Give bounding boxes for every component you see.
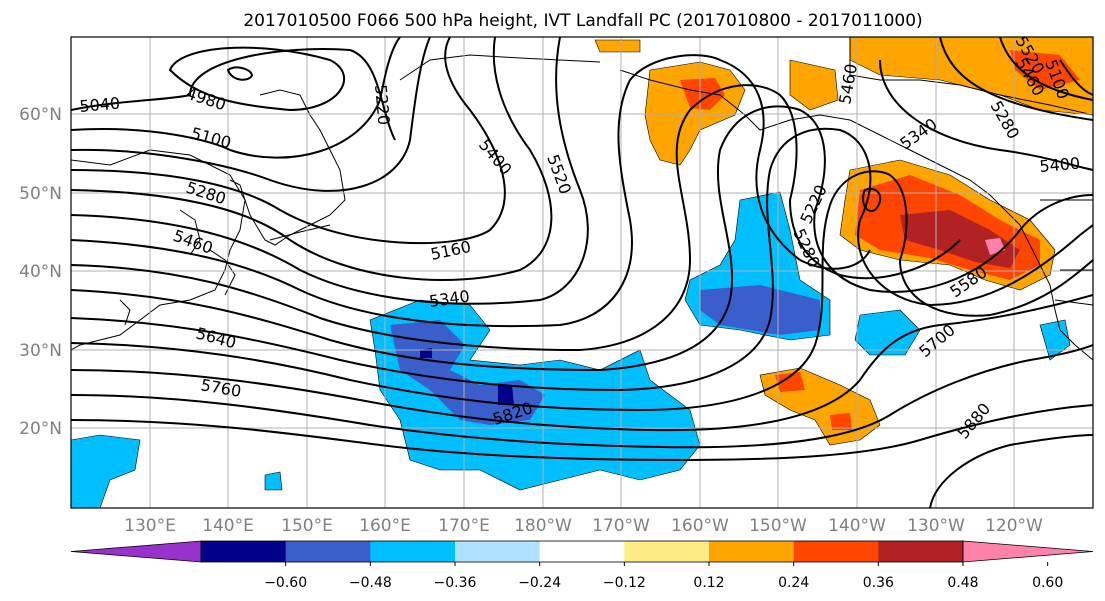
colorbar-segment — [201, 541, 287, 562]
contour-label: 5040 — [79, 94, 121, 116]
contour-5040 — [71, 48, 396, 141]
lon-label: 150°E — [281, 516, 333, 536]
contour-5100 — [71, 37, 401, 159]
colorbar-outline — [200, 540, 964, 563]
colorbar-tick-label: −0.36 — [434, 575, 477, 591]
colorbar-segment — [709, 541, 795, 562]
contour-5160 — [71, 37, 506, 245]
lon-label: 130°E — [124, 516, 176, 536]
lon-label: 170°W — [592, 516, 650, 536]
colorbar-tick-label: 0.24 — [778, 575, 809, 591]
map-area: 4980 5040 5100 5100 5160 5220 5220 5280 … — [71, 37, 1093, 508]
negative-ivt-regions — [71, 191, 1071, 508]
colorbar-tick-label: 0.48 — [947, 575, 978, 591]
latitude-labels: 60°N 50°N 40°N 30°N 20°N — [19, 105, 62, 439]
lon-label: 140°E — [202, 516, 254, 536]
colorbar-tick-label: −0.60 — [264, 575, 307, 591]
contour-label: 5400 — [1039, 154, 1081, 176]
lon-label: 160°W — [671, 516, 729, 536]
lon-label: 150°W — [749, 516, 807, 536]
contour-4980 — [168, 46, 346, 112]
lat-label-50n: 50°N — [19, 184, 62, 204]
lon-label: 140°W — [828, 516, 886, 536]
longitude-labels: 130°E 140°E 150°E 160°E 170°E 180°W 170°… — [124, 516, 1043, 536]
colorbar-segment — [455, 541, 541, 562]
colorbar-segment — [539, 541, 625, 562]
contour-label: 5220 — [371, 84, 393, 126]
colorbar-tick-label: 0.12 — [693, 575, 724, 591]
colorbar-segment — [370, 541, 456, 562]
colorbar-extend-max — [962, 540, 1094, 563]
lat-label-20n: 20°N — [19, 419, 62, 439]
colorbar — [70, 540, 1094, 563]
lon-label: 160°E — [359, 516, 411, 536]
lon-label: 130°W — [907, 516, 965, 536]
colorbar-extend-min — [70, 540, 202, 563]
lon-label: 180°W — [514, 516, 572, 536]
colorbar-segment — [624, 541, 710, 562]
colorbar-segment — [285, 541, 371, 562]
figure-title: 2017010500 F066 500 hPa height, IVT Land… — [243, 11, 922, 31]
colorbar-tick-label: −0.12 — [603, 575, 646, 591]
map-border — [70, 36, 1094, 509]
colorbar-tick-labels: −0.60 −0.48 −0.36 −0.24 −0.12 0.12 0.24 0.36 0.4… — [264, 562, 1063, 591]
colorbar-tick-label: 0.60 — [1032, 575, 1063, 591]
lat-label-30n: 30°N — [19, 341, 62, 361]
height-contours — [71, 37, 1093, 508]
lat-label-40n: 40°N — [19, 262, 62, 282]
colorbar-segment — [793, 541, 879, 562]
lon-label: 120°W — [985, 516, 1043, 536]
colorbar-tick-label: 0.36 — [863, 575, 894, 591]
colorbar-tick-label: −0.48 — [349, 575, 392, 591]
colorbar-tick-label: −0.24 — [518, 575, 561, 591]
lon-label: 170°E — [438, 516, 490, 536]
lat-label-60n: 60°N — [19, 105, 62, 125]
colorbar-segment — [878, 541, 964, 562]
